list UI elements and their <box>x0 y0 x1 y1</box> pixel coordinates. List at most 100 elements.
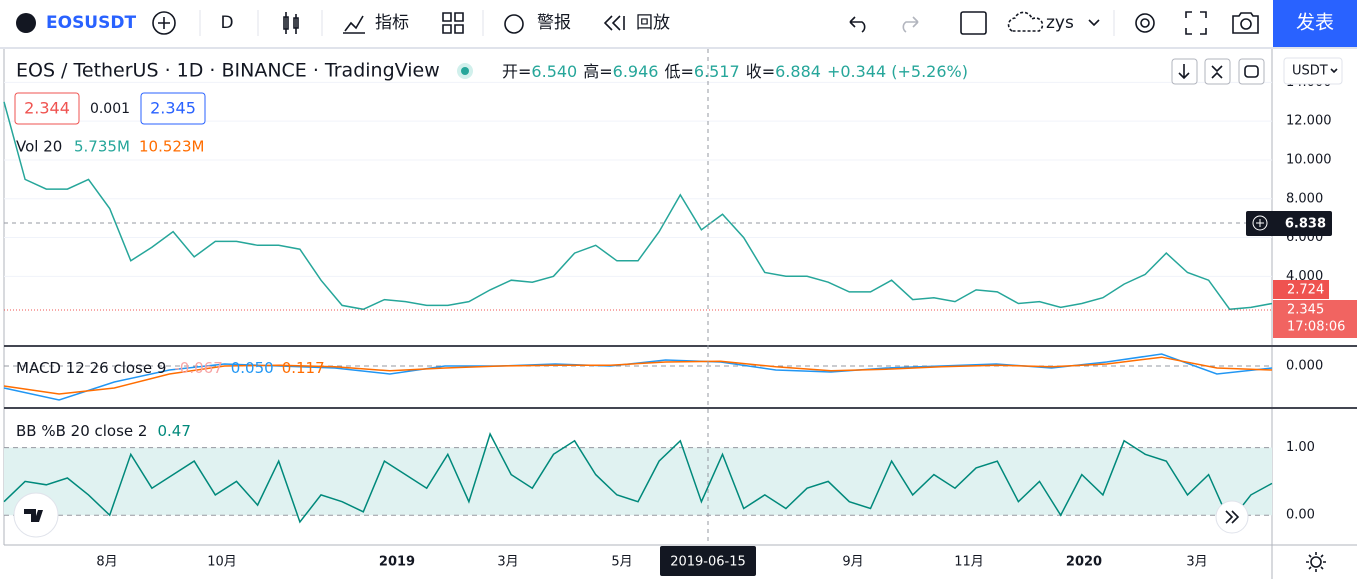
add-level[interactable] <box>1252 215 1268 231</box>
settings[interactable] <box>1135 13 1155 33</box>
legend-buttons: USDT <box>1171 57 1343 85</box>
currency[interactable]: USDT <box>1292 64 1328 79</box>
x-tick-label: 9月 <box>842 555 863 570</box>
cloud-icon[interactable] <box>1007 11 1044 32</box>
x-tick-label: 2019 <box>379 555 415 570</box>
toolbar: EOSUSDT D 指标 警报 回放 zys 发表 <box>0 0 1357 49</box>
ohlc-label: 开= <box>502 62 531 81</box>
band-fill <box>4 447 1272 516</box>
symbol[interactable]: EOSUSDT <box>46 13 136 33</box>
redo[interactable] <box>902 16 919 33</box>
time-axis: 8月 10月 2019 3月 5月 9月 11月 2020 3月 <box>96 555 1207 570</box>
max-icon <box>1211 65 1223 79</box>
symbol-logo <box>16 13 36 33</box>
series-line <box>3 101 1273 311</box>
macd-title: MACD 12 26 close 9 <box>16 359 166 377</box>
ohlc-label: 低= <box>664 62 693 81</box>
add-icon <box>158 17 170 29</box>
ohlc-label: 高= <box>583 62 612 81</box>
theme-rays <box>1306 552 1326 572</box>
more-button[interactable] <box>1238 58 1265 85</box>
layout-menu[interactable] <box>1088 19 1100 27</box>
y-tick-label: 1.00 <box>1286 440 1315 455</box>
layouts[interactable] <box>442 12 464 34</box>
crosshair-price-box <box>1246 211 1332 236</box>
countdown: 17:08:06 <box>1287 320 1345 335</box>
currency-chevron <box>1330 68 1338 74</box>
layout-name[interactable]: zys <box>1046 13 1074 33</box>
last-price-box <box>1273 300 1357 338</box>
x-tick-label: 10月 <box>207 555 237 570</box>
series-line <box>3 356 1273 395</box>
indicators-icon[interactable] <box>343 15 365 34</box>
chart-type[interactable] <box>283 12 299 34</box>
ohlc-value: 6.517 <box>694 62 740 81</box>
publish-button[interactable] <box>1273 0 1357 47</box>
interval[interactable]: D <box>220 13 233 33</box>
x-tick-label: 3月 <box>497 555 518 570</box>
select-layout[interactable] <box>960 11 987 35</box>
high-marker: 2.724 <box>1287 283 1324 298</box>
macd-legend: MACD 12 26 close 9 -0.067 0.050 0.117 <box>16 359 325 377</box>
ohlc-value: 6.540 <box>531 62 577 81</box>
alert-icon[interactable] <box>504 14 524 34</box>
bid[interactable]: 2.344 <box>24 99 70 118</box>
y-tick-label: 0.00 <box>1286 508 1315 523</box>
x-tick-label: 8月 <box>96 555 117 570</box>
crosshair-price: 6.838 <box>1285 217 1326 232</box>
snapshot[interactable] <box>1232 12 1259 34</box>
x-tick-label: 2020 <box>1066 555 1102 570</box>
alerts[interactable]: 警报 <box>537 13 571 33</box>
publish[interactable]: 发表 <box>1296 12 1334 34</box>
ohlc-value: 6.946 <box>613 62 659 81</box>
ohlc: 开=6.540 高=6.946 低=6.517 收=6.884 +0.344 (+5.2… <box>502 62 968 81</box>
y-tick-label: 10.000 <box>1286 152 1332 167</box>
snapshot-lens <box>1240 18 1252 30</box>
ohlc-value: 6.884 <box>775 62 821 81</box>
bb-value: 0.47 <box>157 422 190 440</box>
replay[interactable]: 回放 <box>636 13 670 33</box>
series-line <box>3 432 1273 524</box>
undo[interactable] <box>849 16 866 33</box>
tv-logo-mark <box>24 509 43 522</box>
indicators[interactable]: 指标 <box>375 13 409 33</box>
add-symbol[interactable] <box>152 11 176 35</box>
settings-hub <box>1140 18 1150 28</box>
legend-title: EOS / TetherUS · 1D · BINANCE · TradingV… <box>16 60 440 82</box>
volume-name: Vol 20 <box>16 138 62 156</box>
macd-pane: 0.000 <box>3 353 1323 401</box>
macd-value: 0.050 <box>231 359 274 377</box>
theme-toggle[interactable] <box>1310 556 1322 568</box>
macd-value: -0.067 <box>174 359 222 377</box>
currency-select[interactable] <box>1283 57 1343 85</box>
more-icon <box>1244 65 1259 78</box>
change: +0.344 (+5.26%) <box>827 62 968 81</box>
volume-ma: 10.523M <box>139 138 204 156</box>
x-tick-label: 5月 <box>611 555 632 570</box>
add-level-icon <box>1256 219 1264 227</box>
y-tick-label: 0.000 <box>1286 359 1323 374</box>
bid-box[interactable] <box>14 92 80 125</box>
ask-box[interactable] <box>140 92 206 125</box>
volume-value: 5.735M <box>74 138 130 156</box>
replay-icon[interactable] <box>603 15 625 31</box>
y-tick-label: 8.000 <box>1286 191 1323 206</box>
macd-value: 0.117 <box>282 359 325 377</box>
spread: 0.001 <box>90 101 130 117</box>
crosshair-time: 2019-06-15 <box>670 555 746 570</box>
high-marker-box <box>1273 280 1329 299</box>
market-status-dot <box>461 67 469 75</box>
crosshair-time-box <box>660 546 756 576</box>
y-tick-label: 12.000 <box>1286 114 1332 129</box>
x-tick-label: 3月 <box>1186 555 1207 570</box>
last-price: 2.345 <box>1287 303 1324 318</box>
ohlc-label: 收= <box>746 62 775 81</box>
down-icon <box>1178 64 1190 80</box>
scroll-icon <box>1225 510 1240 524</box>
fullscreen[interactable] <box>1185 11 1207 35</box>
bb-pane: 1.00 0.00 <box>3 432 1315 524</box>
x-tick-label: 11月 <box>954 555 984 570</box>
ask[interactable]: 2.345 <box>150 99 196 118</box>
bb-title: BB %B 20 close 2 <box>16 422 147 440</box>
